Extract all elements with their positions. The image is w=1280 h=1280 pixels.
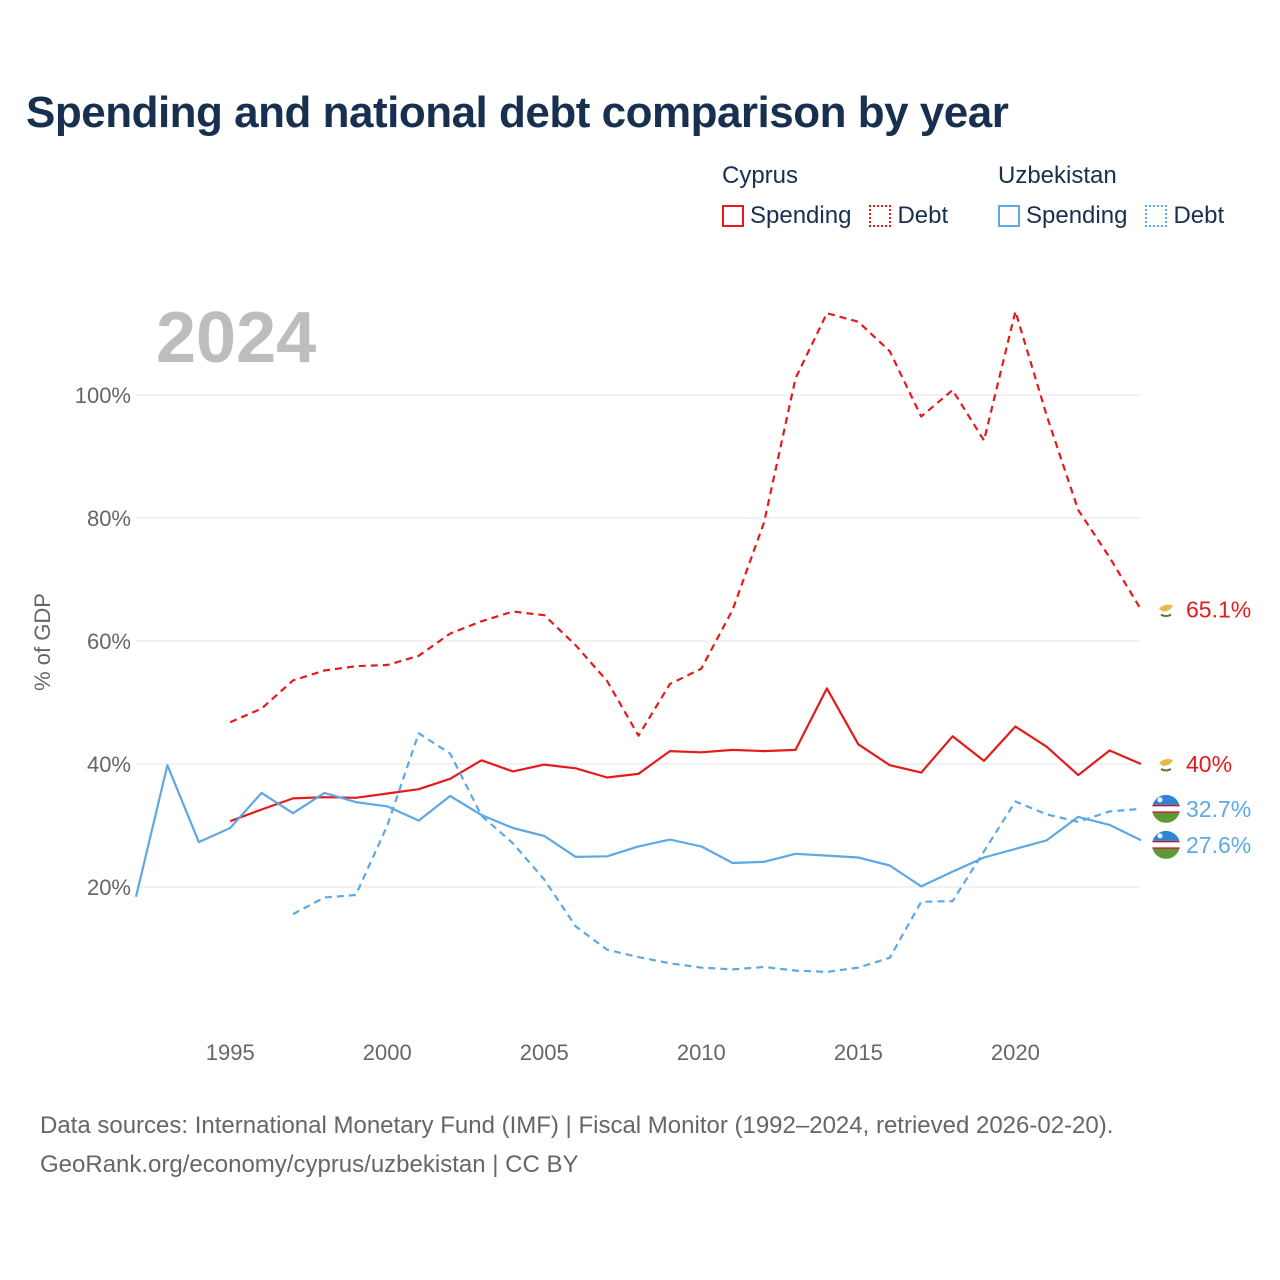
legend-label-uzbekistan-debt: Debt (1173, 202, 1225, 229)
legend-item-uzbekistan-spending[interactable]: Spending (998, 202, 1127, 230)
legend-label-uzbekistan-spending: Spending (1026, 202, 1128, 229)
y-axis-label: % of GDP (30, 593, 55, 691)
y-tick-label: 60% (87, 629, 131, 654)
legend-swatch-dotted-icon (1145, 205, 1168, 227)
legend-label-cyprus-spending: Spending (750, 202, 852, 229)
end-label-uzbekistan-debt: 32.7% (1186, 796, 1251, 822)
x-tick-label: 2000 (363, 1040, 412, 1065)
x-tick-label: 1995 (206, 1040, 255, 1065)
series-lines (134, 310, 1142, 974)
end-label-uzbekistan-spending: 27.6% (1186, 832, 1251, 858)
legend-item-cyprus-debt[interactable]: Debt (869, 202, 948, 230)
y-tick-label: 40% (87, 752, 131, 777)
flag-uzbekistan-icon (1152, 830, 1180, 859)
legend-swatch-solid-icon (998, 205, 1020, 227)
legend-swatch-solid-icon (722, 205, 744, 227)
series-line-cyprus-spending[interactable] (229, 687, 1142, 823)
series-line-uzbekistan-spending[interactable] (134, 764, 1142, 898)
end-label-cyprus-spending: 40% (1186, 751, 1232, 777)
legend-item-uzbekistan-debt[interactable]: Debt (1145, 202, 1224, 230)
series-line-uzbekistan-debt[interactable] (292, 732, 1142, 974)
y-tick-label: 80% (87, 506, 131, 531)
footer-attribution: GeoRank.org/economy/cyprus/uzbekistan | … (40, 1151, 579, 1178)
legend-label-cyprus-debt: Debt (897, 202, 949, 229)
legend-country-cyprus: Cyprus (722, 162, 799, 189)
legend-swatch-dotted-icon (869, 205, 892, 227)
flag-uzbekistan-icon (1152, 794, 1180, 823)
grid (136, 394, 1141, 888)
axis-ticks: 20% 40% 60% 80% 100% 1995 2000 2005 2010 2015 2020 (75, 383, 1040, 1065)
legend-country-uzbekistan: Uzbekistan (998, 162, 1117, 189)
legend-uzbekistan: Uzbekistan Spending Debt (998, 162, 1224, 230)
y-tick-label: 20% (87, 875, 131, 900)
x-tick-label: 2015 (834, 1040, 883, 1065)
x-tick-label: 2020 (991, 1040, 1040, 1065)
footer-source: Data sources: International Monetary Fun… (40, 1112, 1114, 1139)
x-tick-label: 2005 (520, 1040, 569, 1065)
series-line-cyprus-debt[interactable] (229, 310, 1142, 737)
end-labels: 65.1% 40% 32.7% 27.6% (1152, 597, 1251, 859)
flag-cyprus-icon (1155, 598, 1177, 621)
legend-item-cyprus-spending[interactable]: Spending (722, 202, 851, 230)
flag-cyprus-icon (1155, 753, 1177, 775)
y-tick-label: 100% (75, 383, 131, 408)
legend-cyprus: Cyprus Spending Debt (722, 162, 948, 230)
end-label-cyprus-debt: 65.1% (1186, 597, 1251, 623)
year-watermark: 2024 (156, 298, 316, 378)
chart-title: Spending and national debt comparison by… (26, 88, 1009, 137)
x-tick-label: 2010 (677, 1040, 726, 1065)
footer: Data sources: International Monetary Fun… (40, 1106, 1113, 1184)
